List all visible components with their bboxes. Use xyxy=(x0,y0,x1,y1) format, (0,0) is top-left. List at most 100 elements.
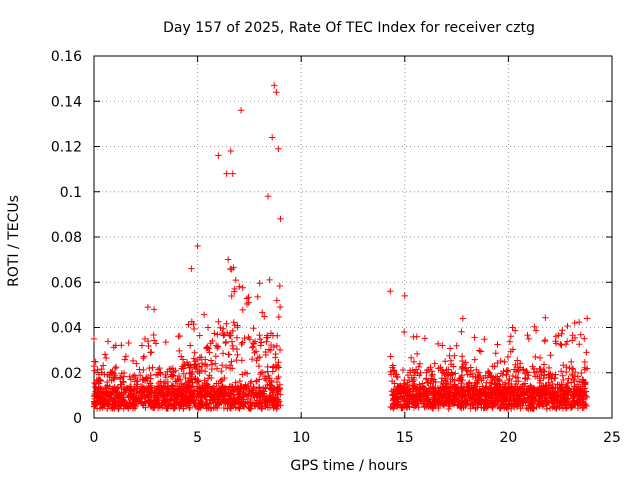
data-point xyxy=(269,402,276,409)
data-point xyxy=(228,292,235,300)
data-point xyxy=(501,385,509,393)
x-tick-label: 15 xyxy=(396,430,414,446)
data-point xyxy=(103,396,110,404)
data-point xyxy=(473,392,481,400)
data-point xyxy=(429,386,437,393)
data-point xyxy=(227,403,234,410)
data-point xyxy=(257,399,264,406)
data-point xyxy=(412,366,420,373)
data-point xyxy=(494,359,501,367)
data-point xyxy=(579,383,587,390)
data-point xyxy=(557,341,564,348)
data-point xyxy=(107,394,115,402)
data-point xyxy=(238,340,245,348)
data-point xyxy=(458,328,465,335)
data-point xyxy=(552,333,560,340)
data-point xyxy=(442,391,449,398)
data-point xyxy=(118,394,125,401)
data-point xyxy=(569,372,576,380)
data-point xyxy=(235,390,243,398)
data-point xyxy=(580,397,587,405)
data-point xyxy=(273,297,281,304)
data-point xyxy=(272,403,279,410)
data-point xyxy=(511,383,519,390)
data-point xyxy=(167,373,175,380)
data-point xyxy=(168,392,176,399)
data-point xyxy=(576,341,583,348)
data-point xyxy=(387,353,394,360)
data-point xyxy=(271,396,278,404)
data-point xyxy=(551,388,559,396)
data-point xyxy=(212,353,220,360)
data-point xyxy=(172,378,179,385)
data-point xyxy=(547,352,554,359)
data-point xyxy=(273,342,281,350)
data-point xyxy=(414,397,421,404)
data-point xyxy=(250,325,257,332)
data-point xyxy=(560,376,567,384)
data-point xyxy=(234,324,241,331)
data-point xyxy=(509,324,516,331)
data-point xyxy=(142,404,149,411)
data-point xyxy=(158,390,165,397)
data-point xyxy=(471,334,478,341)
data-point xyxy=(435,392,442,399)
data-point xyxy=(240,393,247,401)
data-point xyxy=(150,331,157,339)
data-point xyxy=(255,362,263,370)
data-point xyxy=(227,332,234,339)
data-point xyxy=(270,389,277,396)
data-point xyxy=(180,360,188,368)
data-point xyxy=(102,385,110,392)
data-point xyxy=(478,404,485,411)
data-point xyxy=(125,401,133,409)
data-point xyxy=(420,385,428,392)
data-point xyxy=(508,401,515,409)
data-point xyxy=(416,360,424,367)
data-point xyxy=(390,367,397,374)
data-point xyxy=(218,362,226,369)
data-point xyxy=(560,399,567,407)
data-point xyxy=(93,386,101,393)
data-point xyxy=(512,361,519,369)
data-point xyxy=(132,402,139,410)
data-point xyxy=(495,376,503,383)
data-point xyxy=(120,369,128,377)
data-point xyxy=(574,401,582,409)
data-point xyxy=(527,393,535,400)
data-point xyxy=(234,351,241,359)
x-axis-label: GPS time / hours xyxy=(290,458,407,474)
data-point xyxy=(524,369,531,376)
data-point xyxy=(469,386,477,394)
data-point xyxy=(230,319,237,326)
data-point xyxy=(184,384,191,392)
data-point xyxy=(581,358,589,366)
data-point xyxy=(582,388,590,395)
data-point xyxy=(185,362,192,369)
data-point xyxy=(215,152,222,159)
data-point xyxy=(488,387,495,394)
data-point xyxy=(510,366,518,373)
data-point xyxy=(263,394,270,401)
data-point xyxy=(232,276,240,284)
data-point xyxy=(115,405,122,413)
data-point xyxy=(239,371,246,378)
data-point xyxy=(567,404,575,411)
data-point xyxy=(489,397,496,405)
data-point xyxy=(576,386,584,393)
data-point xyxy=(103,378,111,386)
data-point xyxy=(110,376,117,383)
data-point xyxy=(447,372,454,379)
data-point xyxy=(225,351,233,358)
data-point xyxy=(395,383,403,391)
data-point xyxy=(465,380,472,387)
data-point xyxy=(102,354,110,362)
data-point xyxy=(197,367,205,374)
data-point xyxy=(226,364,234,372)
data-point xyxy=(450,399,457,406)
data-point xyxy=(528,392,535,400)
data-point xyxy=(256,335,264,343)
data-point xyxy=(575,318,583,326)
data-point xyxy=(500,394,508,401)
